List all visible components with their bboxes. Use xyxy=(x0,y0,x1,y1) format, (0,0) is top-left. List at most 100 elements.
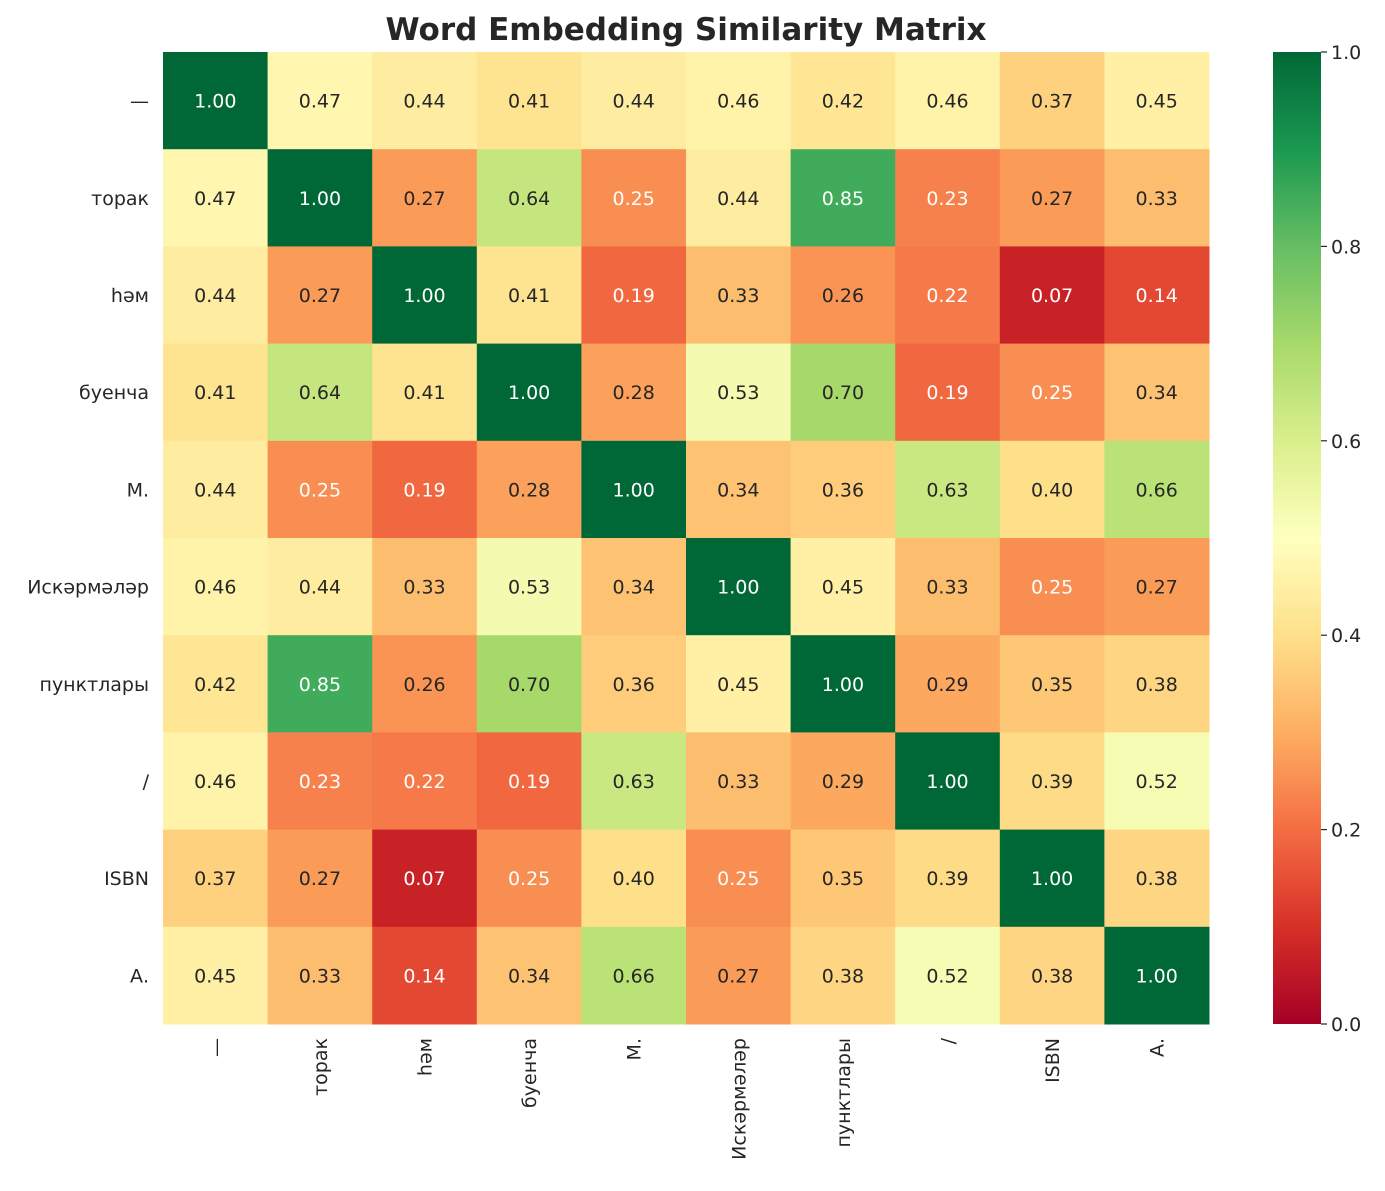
heatmap-cell xyxy=(267,246,373,345)
cell-annotation: 0.33 xyxy=(299,965,341,987)
cell-annotation: 0.85 xyxy=(299,674,341,696)
heatmap-cell xyxy=(476,52,582,150)
cell-annotation: 0.27 xyxy=(299,868,341,890)
heatmap-cell xyxy=(163,732,269,831)
cell-annotation: 1.00 xyxy=(822,674,864,696)
cell-annotation: 0.70 xyxy=(822,382,864,404)
cell-annotation: 1.00 xyxy=(717,577,759,599)
cell-annotation: 0.38 xyxy=(1136,674,1178,696)
cell-annotation: 0.35 xyxy=(1031,674,1073,696)
heatmap-cell xyxy=(895,343,1001,442)
heatmap-cell xyxy=(372,149,478,247)
heatmap-cell xyxy=(163,343,269,442)
colorbar-tick-label: 0.2 xyxy=(1331,820,1361,842)
y-tick-label: А. xyxy=(130,965,149,987)
heatmap-cell xyxy=(581,52,687,150)
cell-annotation: 0.46 xyxy=(194,577,236,599)
cell-annotation: 0.38 xyxy=(822,965,864,987)
cell-annotation: 0.38 xyxy=(1136,868,1178,890)
heatmap-cell xyxy=(686,343,792,442)
heatmap-cell xyxy=(790,926,896,1025)
cell-annotation: 0.25 xyxy=(508,868,550,890)
heatmap-cell xyxy=(999,343,1105,442)
cell-annotation: 0.29 xyxy=(822,771,864,793)
cell-annotation: 0.52 xyxy=(926,965,968,987)
cell-annotation: 1.00 xyxy=(926,771,968,793)
x-tick-label: һәм xyxy=(415,1038,437,1076)
heatmap-cell xyxy=(581,635,687,733)
heatmap-cell xyxy=(790,52,896,150)
y-tick-label: — xyxy=(130,91,149,113)
y-tick-label: торак xyxy=(91,188,149,210)
cell-annotation: 1.00 xyxy=(403,285,445,307)
x-tick-label: торак xyxy=(310,1038,332,1096)
cell-annotation: 0.41 xyxy=(194,382,236,404)
heatmap-cell xyxy=(790,732,896,831)
heatmap-cell xyxy=(581,149,687,247)
cell-annotation: 0.22 xyxy=(403,771,445,793)
cell-annotation: 0.23 xyxy=(926,188,968,210)
x-tick-label: / xyxy=(938,1037,960,1044)
heatmap-cell xyxy=(1104,149,1210,247)
cell-annotation: 0.34 xyxy=(613,577,655,599)
cell-annotation: 0.37 xyxy=(194,868,236,890)
cell-annotation: 0.33 xyxy=(717,285,759,307)
x-tick-label: ISBN xyxy=(1042,1038,1064,1083)
cell-annotation: 0.45 xyxy=(822,577,864,599)
cell-annotation: 0.33 xyxy=(926,577,968,599)
cell-annotation: 0.35 xyxy=(822,868,864,890)
heatmap-cell xyxy=(163,635,269,733)
heatmap-cell xyxy=(476,440,582,539)
cell-annotation: 0.25 xyxy=(717,868,759,890)
heatmap-cell xyxy=(163,926,269,1025)
cell-annotation: 0.64 xyxy=(299,382,341,404)
cell-annotation: 0.36 xyxy=(613,674,655,696)
colorbar-tick-label: 1.0 xyxy=(1331,42,1361,64)
heatmap-cell xyxy=(267,829,373,928)
cell-annotation: 0.70 xyxy=(508,674,550,696)
chart-title: Word Embedding Similarity Matrix xyxy=(385,12,986,48)
cell-annotation: 0.52 xyxy=(1136,771,1178,793)
cell-annotation: 0.27 xyxy=(1031,188,1073,210)
cell-annotation: 1.00 xyxy=(613,479,655,501)
heatmap-cell xyxy=(686,829,792,928)
heatmap-cell xyxy=(163,52,269,150)
heatmap-cell xyxy=(372,829,478,928)
y-tick-label: пунктлары xyxy=(40,674,149,696)
heatmap-cell xyxy=(999,926,1105,1025)
cell-annotation: 0.45 xyxy=(1136,91,1178,113)
cell-annotation: 0.23 xyxy=(299,771,341,793)
heatmap-cell xyxy=(790,149,896,247)
cell-annotation: 0.26 xyxy=(822,285,864,307)
heatmap-cell xyxy=(686,149,792,247)
cell-annotation: 1.00 xyxy=(299,188,341,210)
cell-annotation: 0.46 xyxy=(926,91,968,113)
heatmap-cell xyxy=(999,538,1105,636)
cell-annotation: 0.19 xyxy=(613,285,655,307)
heatmap-cell xyxy=(267,635,373,733)
heatmap-cell xyxy=(581,538,687,636)
cell-annotation: 0.39 xyxy=(1031,771,1073,793)
colorbar-tick-label: 0.6 xyxy=(1331,431,1361,453)
heatmap-cell xyxy=(790,829,896,928)
heatmap-cell xyxy=(1104,246,1210,345)
cell-annotation: 0.33 xyxy=(1136,188,1178,210)
cell-annotation: 0.41 xyxy=(508,285,550,307)
heatmap-cell xyxy=(267,149,373,247)
heatmap-cell xyxy=(686,926,792,1025)
cell-annotation: 0.44 xyxy=(613,91,655,113)
cell-annotation: 0.33 xyxy=(717,771,759,793)
heatmap-cell xyxy=(895,829,1001,928)
heatmap-cell xyxy=(163,246,269,345)
cell-annotation: 0.25 xyxy=(1031,577,1073,599)
cell-annotation: 0.66 xyxy=(613,965,655,987)
heatmap-cell xyxy=(895,440,1001,539)
heatmap-cell xyxy=(581,732,687,831)
heatmap-cell xyxy=(163,538,269,636)
colorbar-tick-label: 0.8 xyxy=(1331,236,1361,258)
cell-annotation: 0.37 xyxy=(1031,91,1073,113)
colorbar-tick-label: 0.0 xyxy=(1331,1014,1361,1036)
cell-annotation: 0.42 xyxy=(194,674,236,696)
cell-annotation: 0.53 xyxy=(717,382,759,404)
x-tick-label: буенча xyxy=(519,1038,541,1108)
